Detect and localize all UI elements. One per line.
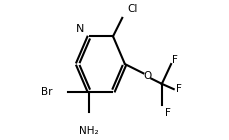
Text: F: F <box>176 84 181 94</box>
Text: Cl: Cl <box>127 4 137 14</box>
Text: O: O <box>143 71 151 81</box>
Text: F: F <box>164 108 170 118</box>
Text: N: N <box>75 24 84 34</box>
Text: Br: Br <box>41 87 52 97</box>
Text: NH₂: NH₂ <box>79 126 99 136</box>
Text: F: F <box>172 55 177 65</box>
